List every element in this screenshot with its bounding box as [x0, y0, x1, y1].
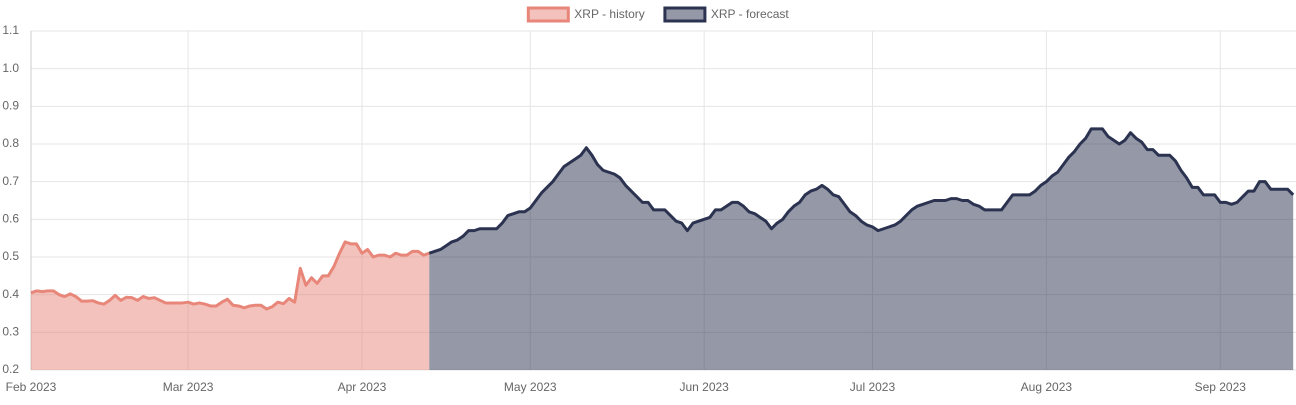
legend-label: XRP - forecast — [711, 7, 789, 21]
line — [30, 240, 430, 311]
y-tick-label: 0.8 — [2, 136, 19, 150]
legend-swatch — [663, 6, 707, 23]
y-tick-label: 0.9 — [2, 99, 19, 113]
y-tick-label: 0.2 — [2, 362, 19, 376]
y-tick-label: 0.3 — [2, 325, 19, 339]
area — [429, 128, 1294, 370]
area — [31, 241, 430, 370]
x-tick-label: Apr 2023 — [338, 380, 387, 394]
y-tick-label: 1.1 — [2, 23, 19, 37]
line — [428, 127, 1295, 255]
legend-label: XRP - history — [574, 7, 644, 21]
y-tick-label: 0.6 — [2, 212, 19, 226]
x-tick-label: Mar 2023 — [163, 380, 214, 394]
y-tick-label: 1.0 — [2, 61, 19, 75]
x-tick-label: Sep 2023 — [1195, 380, 1247, 394]
x-tick-label: Feb 2023 — [6, 380, 57, 394]
y-tick-label: 0.4 — [2, 287, 19, 301]
x-tick-label: Jul 2023 — [850, 380, 896, 394]
x-tick-label: Jun 2023 — [679, 380, 729, 394]
legend-swatch — [526, 6, 570, 23]
y-tick-label: 0.7 — [2, 174, 19, 188]
x-tick-label: Aug 2023 — [1021, 380, 1073, 394]
x-tick-label: May 2023 — [504, 380, 557, 394]
y-tick-label: 0.5 — [2, 249, 19, 263]
